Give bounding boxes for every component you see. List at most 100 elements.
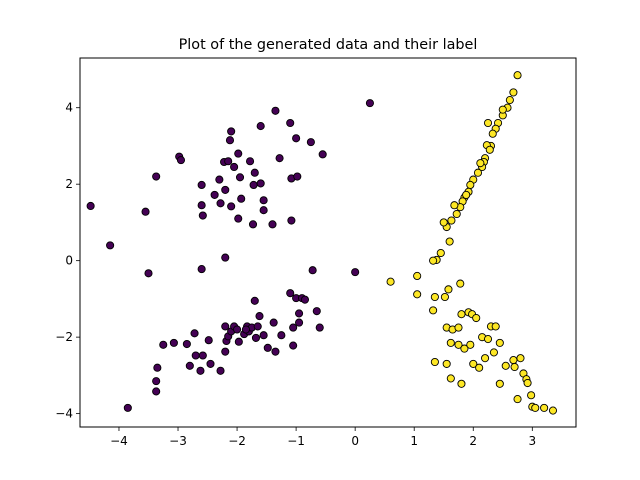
data-point-label-1: [548, 406, 558, 415]
data-point-label-0: [152, 377, 161, 386]
x-tick-label: −3: [169, 434, 187, 448]
data-point-label-0: [198, 351, 207, 360]
data-point-label-0: [269, 318, 278, 327]
data-point-label-1: [439, 218, 448, 227]
data-point-label-0: [315, 323, 324, 332]
data-point-label-1: [540, 403, 549, 412]
data-point-label-1: [475, 363, 484, 372]
data-point-label-0: [152, 387, 161, 396]
data-point-label-0: [86, 201, 95, 211]
data-point-label-1: [509, 88, 518, 97]
data-point-label-0: [256, 179, 265, 188]
x-tick-label: −4: [110, 434, 128, 448]
data-point-label-1: [483, 118, 493, 128]
data-point-label-1: [513, 71, 522, 80]
data-point-label-1: [491, 322, 500, 331]
data-point-label-0: [248, 220, 258, 229]
data-point-label-1: [472, 313, 481, 323]
data-point-label-0: [295, 318, 304, 327]
data-point-label-1: [485, 145, 494, 154]
x-tick-label: 2: [469, 434, 477, 448]
data-point-label-1: [510, 362, 519, 372]
data-point-label-0: [144, 269, 153, 278]
data-point-label-0: [295, 309, 304, 318]
x-tick-label: −2: [228, 434, 246, 448]
data-point-label-0: [233, 325, 242, 334]
data-point-label-0: [159, 340, 168, 349]
data-point-label-0: [259, 196, 268, 205]
data-point-label-0: [191, 351, 200, 360]
data-point-label-0: [289, 323, 298, 332]
data-point-label-0: [185, 361, 194, 370]
data-point-label-0: [255, 312, 264, 321]
data-point-label-1: [509, 356, 518, 365]
data-point-label-1: [442, 359, 451, 368]
data-point-label-0: [293, 172, 302, 181]
data-point-label-0: [230, 162, 239, 172]
data-point-label-0: [221, 253, 230, 262]
axes-frame: [79, 57, 577, 428]
data-point-label-0: [251, 333, 261, 342]
data-point-label-0: [289, 341, 298, 350]
data-point-label-1: [436, 248, 445, 258]
data-point-label-0: [308, 266, 317, 275]
data-point-label-1: [466, 340, 475, 349]
data-point-label-0: [227, 127, 236, 136]
data-point-label-0: [300, 295, 310, 304]
y-tick-label: 0: [65, 254, 73, 268]
data-point-label-0: [221, 347, 230, 356]
data-point-label-1: [466, 180, 475, 190]
data-point-label-1: [456, 279, 465, 288]
data-point-label-0: [153, 363, 162, 372]
data-point-label-1: [462, 190, 471, 199]
data-point-label-1: [476, 159, 485, 168]
data-point-label-0: [249, 180, 258, 190]
data-point-label-0: [204, 336, 213, 345]
data-point-label-0: [263, 343, 272, 352]
data-point-label-1: [386, 277, 395, 286]
data-point-label-1: [446, 374, 455, 383]
data-point-label-1: [501, 361, 510, 370]
data-point-label-1: [454, 340, 463, 349]
data-point-label-0: [216, 366, 225, 375]
data-point-label-1: [452, 209, 461, 219]
data-point-label-0: [250, 296, 259, 305]
data-point-label-0: [275, 154, 284, 163]
data-point-label-1: [513, 395, 522, 404]
data-point-label-1: [413, 271, 422, 281]
data-point-label-0: [196, 366, 205, 375]
data-point-label-0: [169, 338, 178, 347]
data-point-label-0: [271, 106, 280, 115]
data-point-label-1: [531, 403, 540, 412]
data-point-label-0: [250, 168, 259, 177]
data-point-label-0: [197, 265, 206, 274]
data-point-label-0: [215, 175, 224, 184]
data-point-label-0: [237, 194, 246, 203]
data-point-label-1: [444, 285, 453, 294]
data-point-label-0: [365, 99, 374, 108]
data-point-label-1: [483, 335, 493, 344]
data-point-label-0: [221, 185, 230, 194]
x-tick-label: −1: [287, 434, 305, 448]
y-tick-label: 2: [65, 177, 73, 191]
data-point-label-0: [286, 289, 295, 298]
data-point-label-0: [224, 157, 233, 166]
data-point-label-1: [430, 292, 439, 302]
data-point-label-1: [446, 338, 455, 347]
data-point-label-0: [210, 190, 219, 199]
data-point-label-1: [523, 378, 532, 388]
x-tick-label: 0: [351, 434, 359, 448]
y-tick-label: 4: [65, 101, 73, 115]
data-point-label-0: [351, 268, 360, 277]
data-point-label-0: [259, 331, 268, 340]
data-point-label-1: [489, 348, 498, 357]
data-point-label-1: [469, 359, 478, 368]
data-point-label-1: [527, 391, 536, 400]
data-point-label-1: [413, 290, 422, 299]
data-point-label-0: [268, 220, 277, 229]
data-point-label-0: [227, 202, 236, 211]
x-tick-label: 1: [410, 434, 418, 448]
data-point-label-1: [440, 292, 449, 302]
